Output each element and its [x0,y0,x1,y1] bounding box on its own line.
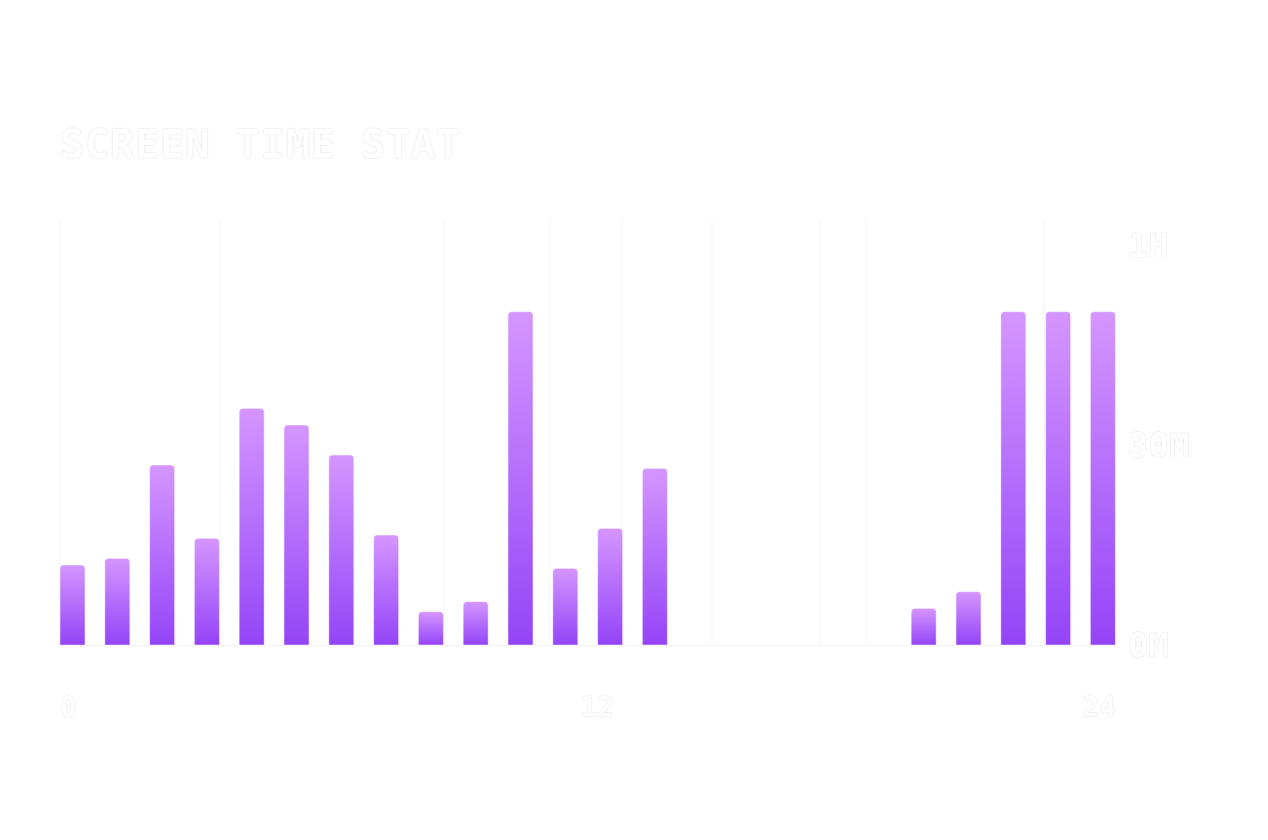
tick-labels: 0M 30M 1H 0 12 24 [60,226,1190,724]
bar-hour-2 [149,464,176,646]
chart-title: SCREEN TIME STAT [60,122,462,168]
y-tick-label: 1H [1128,226,1169,266]
bar-hour-13 [641,467,668,646]
bar-hour-10 [507,311,534,646]
bar-hour-4 [238,407,265,646]
bar-hour-19 [910,607,937,646]
bar-hour-22 [1045,311,1072,646]
y-tick-label: 30M [1128,426,1189,466]
bar-hour-7 [373,534,400,646]
y-tick-label: 0M [1128,626,1169,666]
x-tick-label: 12 [580,690,614,723]
bar-hour-9 [462,601,489,646]
bar-hour-11 [552,567,579,646]
bars [59,311,1116,646]
grid-lines [59,220,1116,646]
bar-hour-5 [283,424,310,646]
x-tick-label: 0 [60,690,77,723]
bar-hour-6 [328,454,355,646]
bar-hour-8 [417,611,444,646]
bar-hour-12 [597,527,624,646]
bar-hour-3 [193,537,220,646]
bar-hour-21 [1000,311,1027,646]
bar-hour-1 [104,557,131,646]
bar-hour-0 [59,564,86,646]
x-tick-label: 24 [1082,690,1116,723]
bar-hour-23 [1089,311,1116,646]
bar-hour-20 [955,591,982,646]
